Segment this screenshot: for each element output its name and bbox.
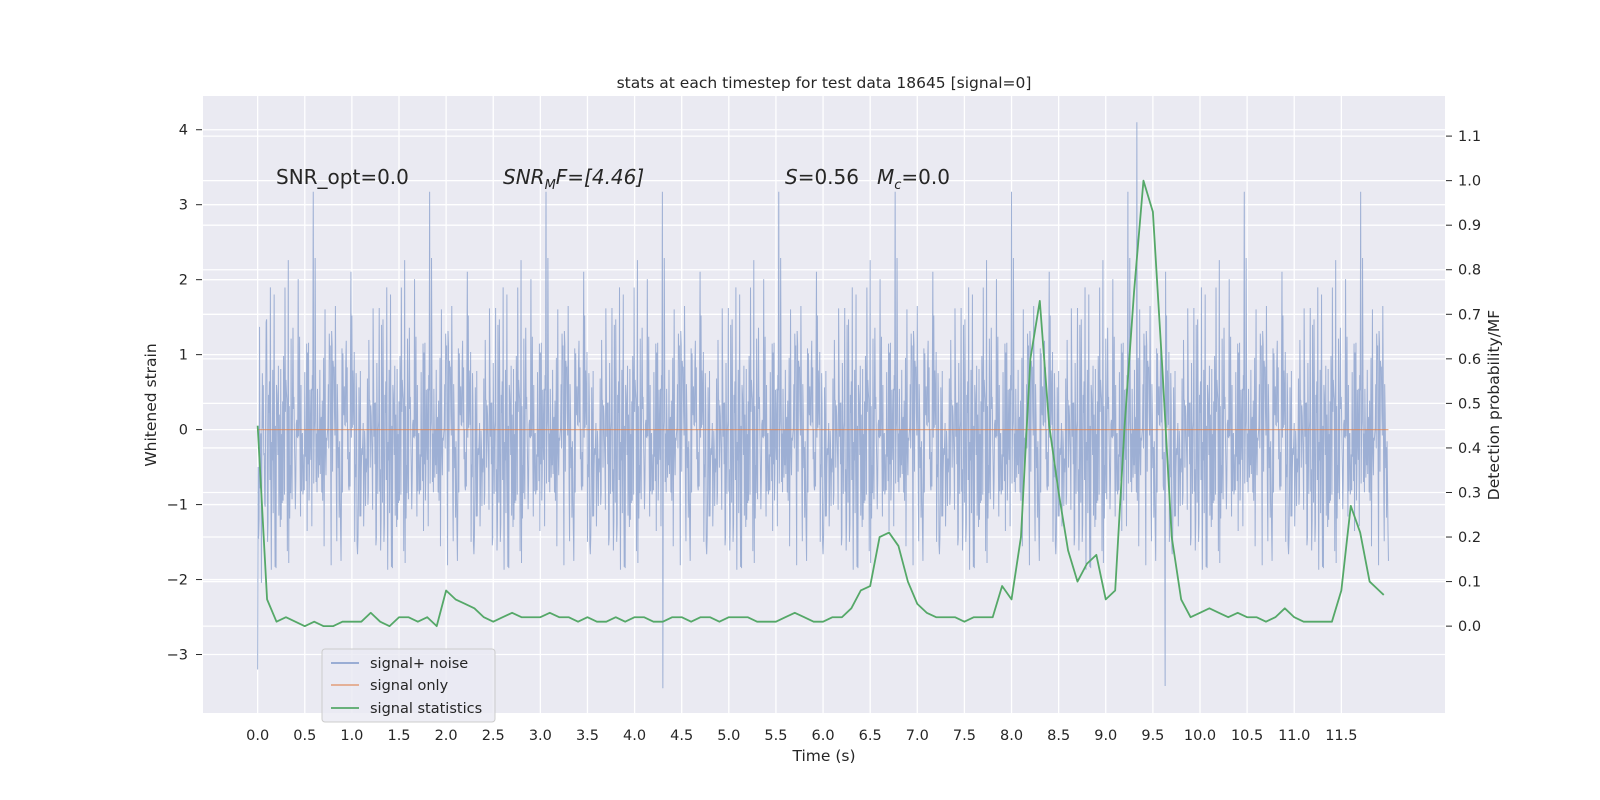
- y-axis-right-label: Detection probability/MF: [1485, 310, 1503, 501]
- x-tick-label: 3.0: [529, 728, 552, 744]
- x-tick-label: 9.5: [1141, 728, 1164, 744]
- annotation-snr-mf-f: F=[4.46]: [556, 165, 644, 189]
- annotation-snr-mf-label: SNR: [503, 165, 545, 189]
- y-left-tick-label: −1: [167, 498, 188, 514]
- legend: signal+ noise signal only signal statist…: [321, 648, 496, 723]
- signal-statistics-line: [256, 179, 1385, 628]
- x-tick-label: 4.5: [670, 728, 693, 744]
- x-tick-label: 1.5: [387, 728, 410, 744]
- x-tick-label: 3.5: [576, 728, 599, 744]
- x-tick-label: 7.0: [906, 728, 929, 744]
- y-left-axis-ticks: 4 3 2 1 0 −1 −2 −3: [167, 123, 202, 664]
- y-left-tick-label: 1: [179, 348, 188, 364]
- annotation-mc-value: =0.0: [901, 165, 950, 189]
- y-right-tick-label: 0.1: [1458, 575, 1481, 591]
- y-right-tick-label: 0.3: [1458, 485, 1481, 501]
- x-tick-label: 10.0: [1184, 728, 1216, 744]
- y-left-tick-label: 2: [179, 273, 188, 289]
- series-signal-statistics: [256, 179, 1385, 628]
- x-tick-label: 1.0: [340, 728, 363, 744]
- y-left-tick-label: 4: [179, 123, 188, 139]
- x-axis-ticks: 0.0 0.5 1.0 1.5 2.0 2.5 3.0 3.5 4.0 4.5 5.0 5.5 6.0 6…: [246, 728, 1357, 744]
- legend-label-signal-plus-noise: signal+ noise: [370, 656, 468, 672]
- series-signal-plus-noise: [257, 122, 1389, 689]
- legend-label-signal-statistics: signal statistics: [370, 701, 482, 717]
- annotation-s-mc: S=0.56 Mc=0.0: [785, 165, 950, 193]
- annotation-snr-mf: SNRMF=[4.46]: [503, 165, 644, 193]
- x-tick-label: 6.5: [859, 728, 882, 744]
- x-tick-label: 11.5: [1325, 728, 1357, 744]
- y-right-tick-label: 0.2: [1458, 530, 1481, 546]
- x-tick-label: 10.5: [1231, 728, 1263, 744]
- y-right-axis-ticks: 1.1 1.0 0.9 0.8 0.7 0.6 0.5 0.4 0.3 0.2 0.1 0.0: [1446, 129, 1481, 635]
- y-right-tick-label: 1.1: [1458, 129, 1481, 145]
- y-right-tick-label: 0.0: [1458, 619, 1481, 635]
- legend-box: [321, 648, 496, 723]
- y-right-tick-label: 0.8: [1458, 263, 1481, 279]
- y-left-tick-label: 3: [179, 198, 188, 214]
- y-left-tick-label: 0: [179, 423, 188, 439]
- annotation-s-label: S: [785, 165, 798, 189]
- x-tick-label: 5.0: [717, 728, 740, 744]
- chart-title: stats at each timestep for test data 186…: [617, 74, 1032, 92]
- y-right-tick-label: 0.4: [1458, 441, 1481, 457]
- annotation-mc-label: M: [877, 165, 894, 189]
- y-left-tick-label: −3: [167, 648, 188, 664]
- y-right-tick-label: 0.6: [1458, 352, 1481, 368]
- y-axis-left-label: Whitened strain: [142, 343, 160, 466]
- annotation-snr-opt: SNR_opt=0.0: [276, 165, 409, 189]
- x-tick-label: 2.0: [435, 728, 458, 744]
- annotation-snr-mf-subscript: M: [545, 178, 556, 193]
- annotation-mc-subscript: c: [894, 178, 901, 193]
- x-tick-label: 0.5: [293, 728, 316, 744]
- x-tick-label: 4.0: [623, 728, 646, 744]
- x-tick-label: 11.0: [1278, 728, 1310, 744]
- x-tick-label: 8.5: [1047, 728, 1070, 744]
- annotations: SNR_opt=0.0 SNRMF=[4.46] S=0.56 Mc=0.0: [276, 165, 950, 193]
- annotation-s-value: =0.56: [798, 165, 859, 189]
- x-tick-label: 0.0: [246, 728, 269, 744]
- x-axis-label: Time (s): [791, 747, 855, 765]
- x-tick-label: 9.0: [1094, 728, 1117, 744]
- x-tick-label: 7.5: [953, 728, 976, 744]
- y-right-tick-label: 1.0: [1458, 174, 1481, 190]
- y-right-tick-label: 0.9: [1458, 218, 1481, 234]
- legend-label-signal-only: signal only: [370, 678, 449, 694]
- x-tick-label: 8.0: [1000, 728, 1023, 744]
- y-right-tick-label: 0.7: [1458, 307, 1481, 323]
- x-tick-label: 6.0: [812, 728, 835, 744]
- y-right-tick-label: 0.5: [1458, 396, 1481, 412]
- signal-plus-noise-line: [257, 122, 1389, 689]
- x-tick-label: 2.5: [482, 728, 505, 744]
- y-left-tick-label: −2: [167, 573, 188, 589]
- x-tick-label: 5.5: [764, 728, 787, 744]
